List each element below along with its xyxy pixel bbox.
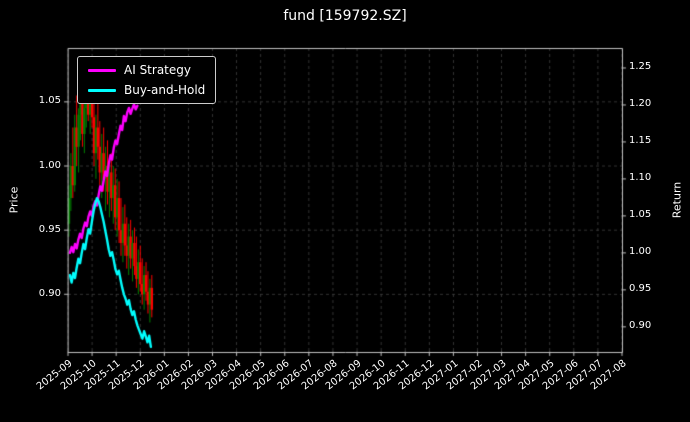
legend: AI Strategy Buy-and-Hold bbox=[77, 56, 217, 104]
y-tick-label-left: 1.05 bbox=[38, 95, 61, 107]
y-tick-label-right: 1.15 bbox=[629, 135, 652, 147]
y-tick-label-right: 0.95 bbox=[629, 283, 652, 295]
legend-label-buy-and-hold: Buy-and-Hold bbox=[124, 83, 206, 97]
y-tick-label-right: 1.20 bbox=[629, 98, 652, 110]
y-axis-label-return: Return bbox=[670, 181, 684, 219]
ai-strategy-line-swatch bbox=[88, 68, 116, 72]
y-tick-label-left: 0.90 bbox=[38, 287, 61, 299]
y-tick-label-right: 0.90 bbox=[629, 320, 652, 332]
y-tick-label-right: 1.05 bbox=[629, 209, 652, 221]
y-axis-label-price: Price bbox=[7, 186, 21, 214]
legend-item-ai-strategy: AI Strategy bbox=[88, 63, 205, 77]
y-tick-label-right: 1.10 bbox=[629, 172, 652, 184]
y-tick-label-left: 0.95 bbox=[38, 223, 61, 235]
y-tick-label-right: 1.00 bbox=[629, 246, 652, 258]
y-tick-label-left: 1.00 bbox=[38, 159, 61, 171]
buy-and-hold-line-swatch bbox=[88, 88, 116, 92]
chart-title: fund [159792.SZ] bbox=[283, 8, 407, 24]
y-tick-label-right: 1.25 bbox=[629, 61, 652, 73]
legend-item-buy-and-hold: Buy-and-Hold bbox=[88, 83, 205, 97]
legend-label-ai-strategy: AI Strategy bbox=[124, 63, 191, 77]
